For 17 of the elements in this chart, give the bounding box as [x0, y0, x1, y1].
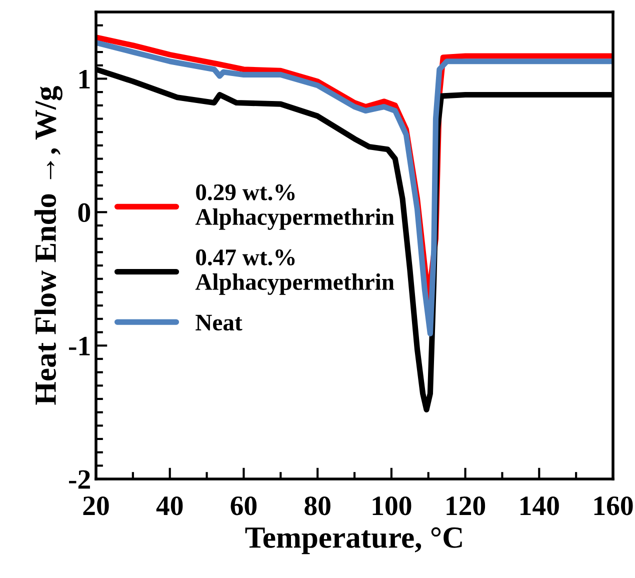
- y-tick-label: -2: [69, 470, 90, 489]
- x-tick-label: 120: [446, 496, 486, 516]
- y-axis-title: Heat Flow Endo →, W/g: [34, 86, 62, 405]
- x-tick-label: 20: [83, 496, 109, 516]
- x-tick-label: 160: [594, 496, 633, 516]
- x-axis-title: Temperature, °C: [245, 527, 462, 554]
- y-tick-label: 1: [79, 70, 90, 88]
- x-tick-label: 100: [372, 496, 412, 516]
- legend-label: Neat: [196, 314, 242, 331]
- x-tick-label: 140: [520, 496, 559, 516]
- y-tick-label: -1: [69, 336, 90, 356]
- x-tick-label: 80: [304, 496, 330, 516]
- x-tick-label: 60: [230, 496, 257, 516]
- y-tick-label: 0: [78, 203, 90, 222]
- x-tick-label: 40: [156, 496, 183, 516]
- legend-label: 0.29 wt.% Alphacypermethrin: [195, 184, 394, 230]
- legend-label: 0.47 wt.% Alphacypermethrin: [195, 249, 394, 295]
